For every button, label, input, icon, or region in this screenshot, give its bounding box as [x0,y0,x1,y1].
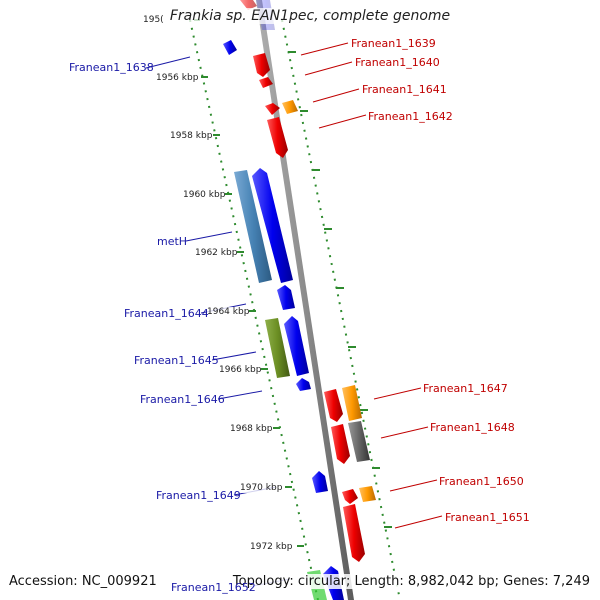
genome-summary-text: Topology: circular; Length: 8,982,042 bp… [230,574,590,589]
tick-label: 1972 kbp [250,542,293,552]
gene-franean1-1647[interactable] [324,389,343,422]
gene-label-franean1-1648[interactable]: Franean1_1648 [430,421,515,434]
gene-label-franean1-1649[interactable]: Franean1_1649 [156,489,241,502]
tick-label: 1956 kbp [156,73,199,83]
left-major-ticks [194,19,304,547]
gene-franean1-1647-orange[interactable] [342,385,362,421]
gene-label-meth[interactable]: metH [157,235,188,248]
gene-label-franean1-1647[interactable]: Franean1_1647 [423,382,508,395]
gene-franean1-1640[interactable] [253,53,270,77]
gene-franean1-1649[interactable] [312,471,328,493]
gene-label-franean1-1639[interactable]: Franean1_1639 [351,37,436,50]
gene-label-franean1-1644[interactable]: Franean1_1644 [124,307,209,320]
tick-label: 1960 kbp [183,190,226,200]
gene-franean1-1648[interactable] [331,424,350,464]
gene-meth[interactable] [234,170,272,283]
gene-franean1-1641[interactable] [265,103,280,115]
gene-label-franean1-1638[interactable]: Franean1_1638 [69,61,154,74]
gene-label-franean1-1642[interactable]: Franean1_1642 [368,110,453,123]
gene-franean1-1645b[interactable] [284,316,309,376]
gene-label-franean1-1650[interactable]: Franean1_1650 [439,475,524,488]
gene-franean1-1650[interactable] [342,489,358,504]
gene-franean1-1641-orange[interactable] [282,100,298,114]
tick-label: 1962 kbp [195,248,238,258]
gene-label-franean1-1651[interactable]: Franean1_1651 [445,511,530,524]
gene-label-franean1-1641[interactable]: Franean1_1641 [362,83,447,96]
gene-franean1-1645[interactable] [265,318,290,378]
gene-franean1-1651[interactable] [343,504,365,562]
genome-backbone [256,0,354,600]
gene-franean1-1643[interactable] [252,168,293,283]
gene-franean1-1640b[interactable] [259,77,273,88]
tick-label: 1958 kbp [170,131,213,141]
gene-franean1-1639[interactable] [240,0,257,10]
accession-text: Accession: NC_009921 [9,574,157,589]
gene-label-franean1-1640[interactable]: Franean1_1640 [355,56,440,69]
gene-franean1-1650-orange[interactable] [359,486,376,502]
forward-features [223,0,344,600]
right-leader-lines [300,42,443,529]
gene-franean1-1642[interactable] [267,117,288,158]
gene-franean1-1638[interactable] [223,40,237,55]
reverse-features [240,0,376,562]
genome-title: Frankia sp. EAN1pec, complete genome [150,8,470,24]
tick-label: 195( [143,15,164,25]
gene-label-franean1-1646[interactable]: Franean1_1646 [140,393,225,406]
tick-label: 1964 kbp [207,307,250,317]
gene-franean1-1646[interactable] [296,378,311,391]
tick-label: 1968 kbp [230,424,273,434]
gene-franean1-1648-gray[interactable] [348,421,370,462]
gene-label-franean1-1652[interactable]: Franean1_1652 [171,581,256,594]
tick-label: 1970 kbp [240,483,283,493]
tick-label: 1966 kbp [219,365,262,375]
right-major-ticks [288,51,392,528]
gene-franean1-1644[interactable] [277,285,295,310]
gene-label-franean1-1645[interactable]: Franean1_1645 [134,354,219,367]
